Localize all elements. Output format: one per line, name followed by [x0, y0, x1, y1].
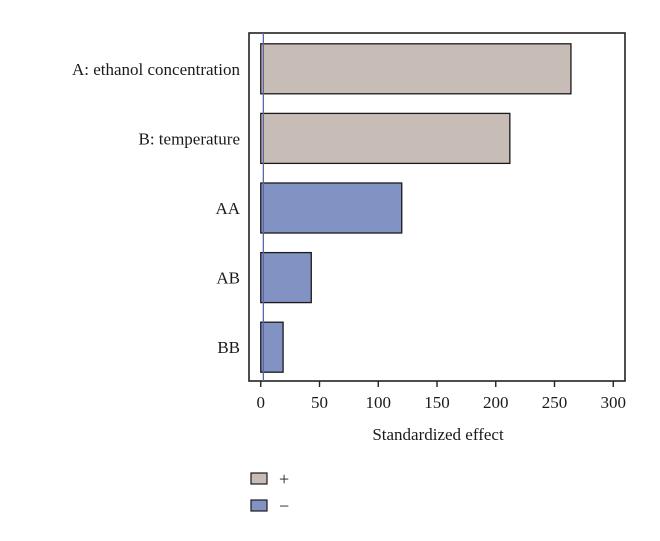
legend-label: − — [279, 496, 289, 516]
x-tick-label: 200 — [483, 393, 509, 412]
bar-1 — [260, 43, 572, 95]
category-label: BB — [217, 338, 240, 357]
legend-swatch — [250, 499, 268, 512]
x-axis-title: Standardized effect — [372, 425, 504, 444]
x-tick-label: 150 — [424, 393, 450, 412]
category-label: A: ethanol concentration — [72, 60, 241, 79]
bar-2 — [260, 112, 511, 165]
x-tick-label: 100 — [366, 393, 392, 412]
bar-4 — [260, 251, 312, 304]
bar-5 — [260, 321, 284, 373]
bars — [260, 33, 572, 381]
category-label: AB — [216, 269, 240, 288]
category-label: B: temperature — [139, 129, 241, 148]
legend-label: + — [279, 469, 289, 489]
x-axis: 0 50 100 150 200 250 300 — [257, 381, 627, 412]
x-tick-label: 50 — [311, 393, 328, 412]
x-tick-label: 0 — [257, 393, 266, 412]
category-labels: A: ethanol concentration B: temperature AA… — [72, 60, 241, 357]
bar-3 — [260, 182, 403, 234]
x-tick-label: 250 — [542, 393, 568, 412]
legend: +− — [250, 469, 289, 516]
category-label: AA — [215, 199, 240, 218]
legend-swatch — [250, 472, 268, 485]
x-tick-label: 300 — [601, 393, 627, 412]
